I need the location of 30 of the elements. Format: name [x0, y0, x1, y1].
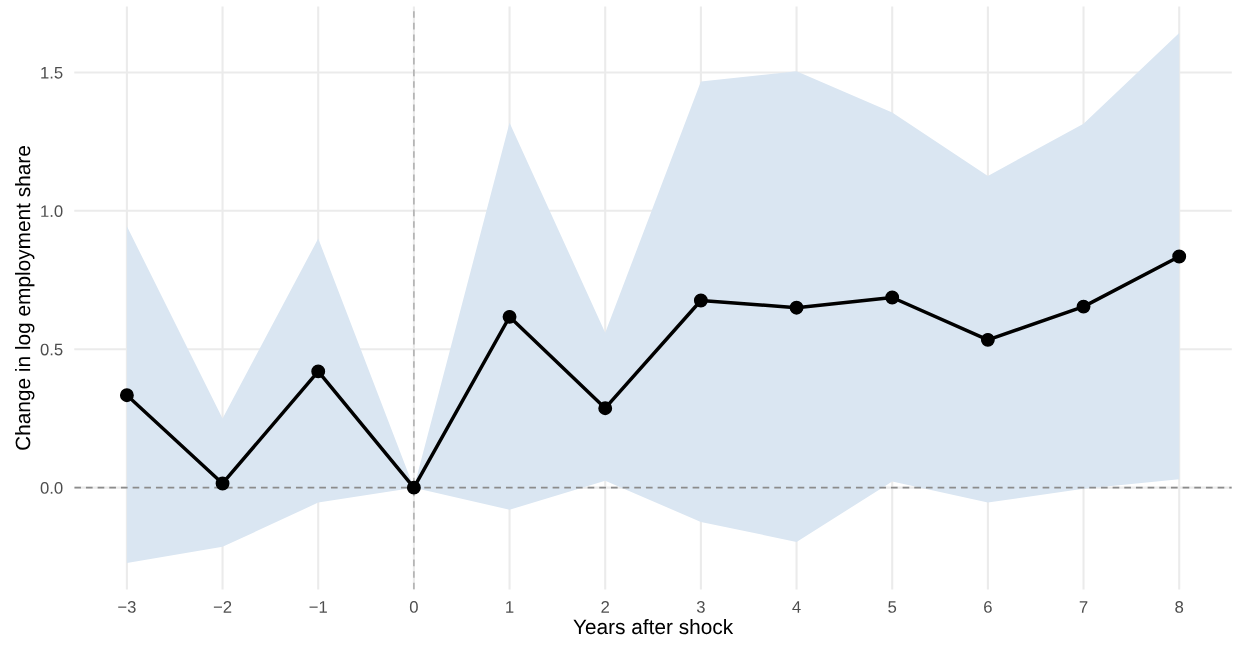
y-tick-label: 0.5 [40, 343, 63, 356]
x-tick-label: 0 [409, 601, 418, 613]
x-tick-label: 2 [601, 601, 610, 613]
x-tick-label: 5 [888, 601, 897, 613]
y-axis-title: Change in log employment share [15, 146, 35, 450]
x-tick-label: 4 [792, 601, 801, 613]
point [406, 480, 421, 495]
point [980, 332, 995, 347]
x-tick-label: 6 [984, 601, 992, 613]
x-tick-label: −3 [118, 601, 136, 613]
point [502, 309, 517, 324]
x-tick-label: 8 [1175, 601, 1184, 613]
point [1172, 249, 1187, 264]
y-tick-label: 1.0 [41, 205, 63, 218]
x-tick-label: 1 [506, 601, 514, 613]
point [693, 293, 708, 308]
point [598, 401, 613, 416]
x-tick-label: −2 [213, 601, 232, 613]
x-tick-label: 3 [696, 601, 705, 613]
x-axis-title: Years after shock [573, 618, 734, 635]
point [311, 364, 326, 379]
y-tick-label: 1.5 [41, 67, 63, 79]
x-tick-label: 7 [1079, 601, 1088, 613]
point [215, 476, 230, 491]
y-tick-label: 0.0 [40, 482, 63, 494]
point [1076, 299, 1091, 314]
point [885, 290, 900, 305]
point [119, 388, 134, 403]
point [789, 300, 804, 315]
x-tick-label: −1 [309, 601, 327, 613]
